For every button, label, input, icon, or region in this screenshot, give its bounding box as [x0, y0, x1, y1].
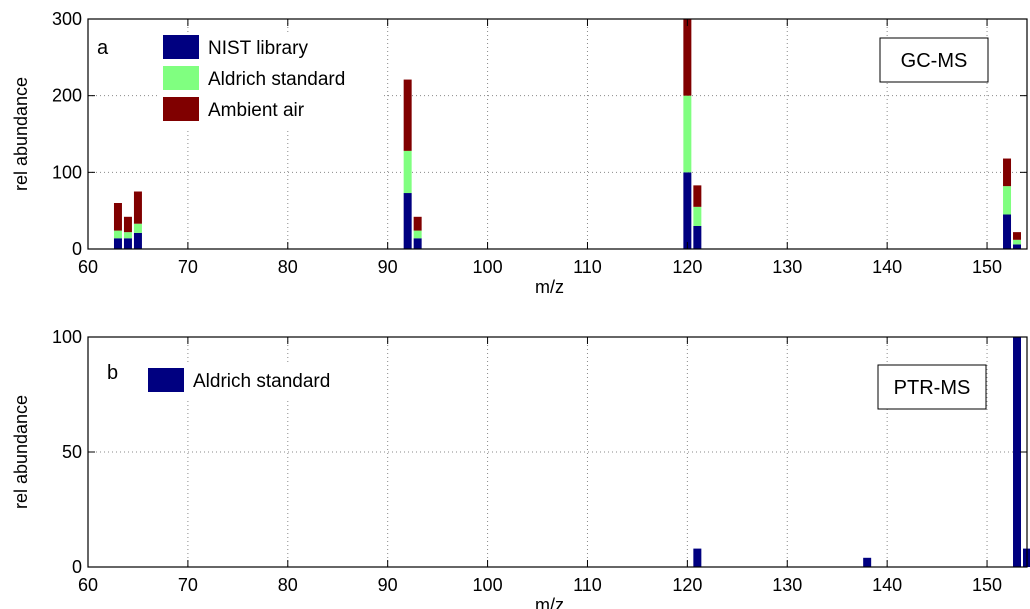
- x-tick-label: 110: [573, 575, 602, 595]
- x-tick-label: 140: [872, 257, 902, 277]
- x-tick-label: 70: [178, 257, 198, 277]
- legend-swatch: [148, 368, 184, 392]
- legend-label: NIST library: [208, 38, 308, 59]
- legend-label: Ambient air: [208, 100, 305, 121]
- y-axis-label: rel abundance: [11, 395, 31, 509]
- bar-nist-library-mz65: [133, 232, 142, 249]
- y-axis-label: rel abundance: [11, 77, 31, 191]
- bar-aldrich-standard-mz138: [863, 557, 872, 567]
- bar-nist-library-mz153: [1013, 244, 1022, 249]
- bar-ambient-air-mz152: [1003, 158, 1012, 187]
- bar-aldrich-standard-mz121: [693, 548, 702, 567]
- bar-nist-library-mz92: [403, 193, 412, 249]
- bar-ambient-air-mz153: [1013, 232, 1022, 240]
- bar-aldrich-standard-mz63: [113, 230, 122, 239]
- legend-swatch: [163, 35, 199, 59]
- x-tick-label: 90: [378, 257, 398, 277]
- x-tick-label: 80: [278, 575, 298, 595]
- panel-letter: b: [107, 362, 118, 384]
- legend: Aldrich standard: [145, 365, 371, 399]
- bar-aldrich-standard-mz153: [1013, 337, 1022, 567]
- bar-ambient-air-mz63: [113, 203, 122, 231]
- y-tick-label: 0: [72, 239, 82, 259]
- y-tick-label: 300: [52, 9, 82, 29]
- bar-nist-library-mz120: [683, 172, 692, 249]
- panel-a: 60 70 80 90 100 110 120 130 140 150 0 100 200 300 m/z r…: [11, 9, 1028, 297]
- instrument-box: [877, 364, 987, 410]
- x-tick-label: 140: [872, 575, 902, 595]
- y-tick-label: 200: [52, 86, 82, 106]
- bar-aldrich-standard-mz93: [413, 230, 422, 239]
- bar-aldrich-standard-mz152: [1003, 186, 1012, 215]
- bar-ambient-air-mz64: [123, 216, 132, 233]
- x-tick-label: 150: [972, 575, 1002, 595]
- x-tick-label: 130: [772, 575, 802, 595]
- x-tick-label: 120: [672, 257, 702, 277]
- y-tick-label: 0: [72, 557, 82, 577]
- x-tick-label: 80: [278, 257, 298, 277]
- bar-ambient-air-mz93: [413, 216, 422, 231]
- bar-ambient-air-mz65: [133, 191, 142, 224]
- panel-b: 60 70 80 90 100 110 120 130 140 150 0 50 100 m/z rel a…: [11, 327, 1030, 609]
- bar-aldrich-standard-mz65: [133, 223, 142, 233]
- y-tick-label: 100: [52, 327, 82, 347]
- instrument-text: PTR-MS: [894, 377, 971, 399]
- bar-nist-library-mz64: [123, 238, 132, 249]
- x-tick-label: 60: [78, 257, 98, 277]
- instrument-label: PTR-MS: [877, 364, 987, 410]
- x-tick-label: 100: [473, 257, 503, 277]
- bar-aldrich-standard-mz120: [683, 95, 692, 173]
- bar-ambient-air-mz92: [403, 79, 412, 151]
- bar-nist-library-mz121: [693, 226, 702, 249]
- bar-nist-library-mz63: [113, 238, 122, 249]
- bar-ambient-air-mz121: [693, 185, 702, 207]
- bar-nist-library-mz93: [413, 238, 422, 249]
- instrument-label: GC-MS: [879, 37, 989, 83]
- x-tick-label: 120: [672, 575, 702, 595]
- x-tick-label: 130: [772, 257, 802, 277]
- x-axis-label: m/z: [535, 595, 564, 609]
- bar-ambient-air-mz120: [683, 19, 692, 96]
- legend-swatch: [163, 97, 199, 121]
- bar-aldrich-standard-mz153: [1013, 239, 1022, 245]
- y-tick-label: 50: [62, 442, 82, 462]
- x-tick-label: 70: [178, 575, 198, 595]
- x-tick-label: 100: [473, 575, 503, 595]
- x-tick-label: 150: [972, 257, 1002, 277]
- x-tick-label: 90: [378, 575, 398, 595]
- legend-swatch: [163, 66, 199, 90]
- x-tick-label: 110: [573, 257, 602, 277]
- y-tick-label: 100: [52, 162, 82, 182]
- bar-aldrich-standard-mz121: [693, 206, 702, 226]
- legend-label: Aldrich standard: [193, 371, 330, 392]
- bar-nist-library-mz152: [1003, 214, 1012, 249]
- instrument-box: [879, 37, 989, 83]
- instrument-text: GC-MS: [901, 50, 968, 72]
- bar-aldrich-standard-mz92: [403, 150, 412, 194]
- legend-label: Aldrich standard: [208, 69, 345, 90]
- x-tick-label: 60: [78, 575, 98, 595]
- bar-aldrich-standard-mz64: [123, 232, 132, 239]
- legend: NIST library Aldrich standard Ambient air: [160, 32, 382, 130]
- x-axis-label: m/z: [535, 277, 564, 297]
- panel-letter: a: [97, 37, 109, 59]
- axes-box: [87, 18, 1028, 250]
